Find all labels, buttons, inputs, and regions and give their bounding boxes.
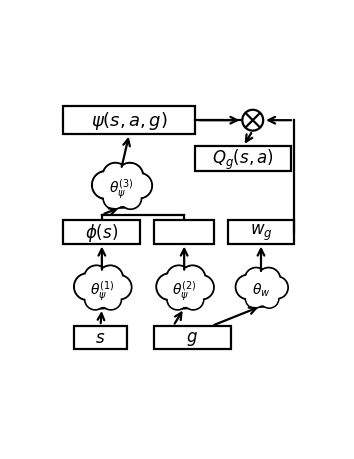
Circle shape: [127, 174, 152, 199]
Circle shape: [246, 290, 264, 308]
Text: $\theta_w$: $\theta_w$: [252, 281, 270, 299]
Circle shape: [109, 277, 130, 298]
Circle shape: [102, 291, 120, 309]
Circle shape: [120, 188, 141, 209]
Circle shape: [158, 275, 181, 299]
Text: $\theta_{\psi}^{(2)}$: $\theta_{\psi}^{(2)}$: [172, 278, 196, 302]
Circle shape: [245, 274, 278, 307]
Circle shape: [237, 277, 258, 298]
Circle shape: [86, 268, 107, 289]
FancyBboxPatch shape: [195, 147, 291, 172]
Circle shape: [242, 111, 263, 131]
Circle shape: [104, 165, 126, 187]
Circle shape: [257, 268, 280, 291]
Circle shape: [128, 175, 150, 197]
Circle shape: [168, 275, 200, 307]
Circle shape: [184, 291, 202, 309]
Circle shape: [245, 268, 267, 290]
Circle shape: [105, 190, 124, 208]
Circle shape: [168, 268, 189, 289]
FancyBboxPatch shape: [228, 221, 294, 244]
FancyBboxPatch shape: [63, 107, 195, 134]
Circle shape: [121, 190, 140, 208]
Circle shape: [247, 291, 263, 307]
FancyBboxPatch shape: [74, 326, 127, 349]
Circle shape: [246, 276, 275, 305]
Circle shape: [94, 174, 118, 198]
Text: $\phi(s)$: $\phi(s)$: [85, 222, 119, 243]
Text: $w_g$: $w_g$: [250, 223, 272, 242]
Circle shape: [236, 275, 260, 299]
Circle shape: [103, 188, 125, 209]
Text: $\psi(s, a, g)$: $\psi(s, a, g)$: [91, 110, 167, 132]
Circle shape: [102, 170, 140, 208]
Circle shape: [74, 274, 101, 300]
Circle shape: [86, 291, 104, 309]
Circle shape: [183, 290, 204, 310]
Text: $\theta_{\psi}^{(1)}$: $\theta_{\psi}^{(1)}$: [90, 278, 114, 302]
Circle shape: [86, 275, 118, 307]
Text: $s$: $s$: [95, 330, 105, 347]
Circle shape: [104, 173, 138, 206]
Circle shape: [180, 266, 205, 291]
Circle shape: [191, 277, 212, 298]
FancyBboxPatch shape: [154, 221, 215, 244]
Circle shape: [190, 275, 214, 300]
Circle shape: [76, 275, 99, 299]
Circle shape: [182, 268, 204, 290]
Text: $\theta_{\psi}^{(3)}$: $\theta_{\psi}^{(3)}$: [109, 177, 133, 201]
Circle shape: [92, 172, 120, 200]
Circle shape: [98, 266, 123, 291]
Circle shape: [246, 269, 266, 289]
Circle shape: [84, 273, 120, 309]
Circle shape: [166, 273, 202, 309]
Circle shape: [167, 266, 191, 290]
Circle shape: [267, 278, 286, 297]
Circle shape: [85, 290, 105, 310]
Circle shape: [107, 275, 131, 300]
Circle shape: [156, 274, 183, 300]
Circle shape: [266, 277, 288, 299]
Circle shape: [258, 269, 279, 290]
Circle shape: [101, 290, 121, 310]
Circle shape: [84, 266, 109, 290]
FancyBboxPatch shape: [154, 326, 231, 349]
Circle shape: [261, 291, 278, 307]
Circle shape: [99, 268, 121, 290]
Circle shape: [117, 163, 143, 190]
Circle shape: [169, 291, 187, 309]
Circle shape: [260, 290, 279, 308]
Text: $g$: $g$: [187, 329, 198, 347]
Circle shape: [167, 290, 188, 310]
Circle shape: [103, 163, 128, 189]
FancyBboxPatch shape: [63, 221, 140, 244]
Text: $Q_g(s, a)$: $Q_g(s, a)$: [212, 147, 274, 171]
Circle shape: [118, 165, 142, 188]
